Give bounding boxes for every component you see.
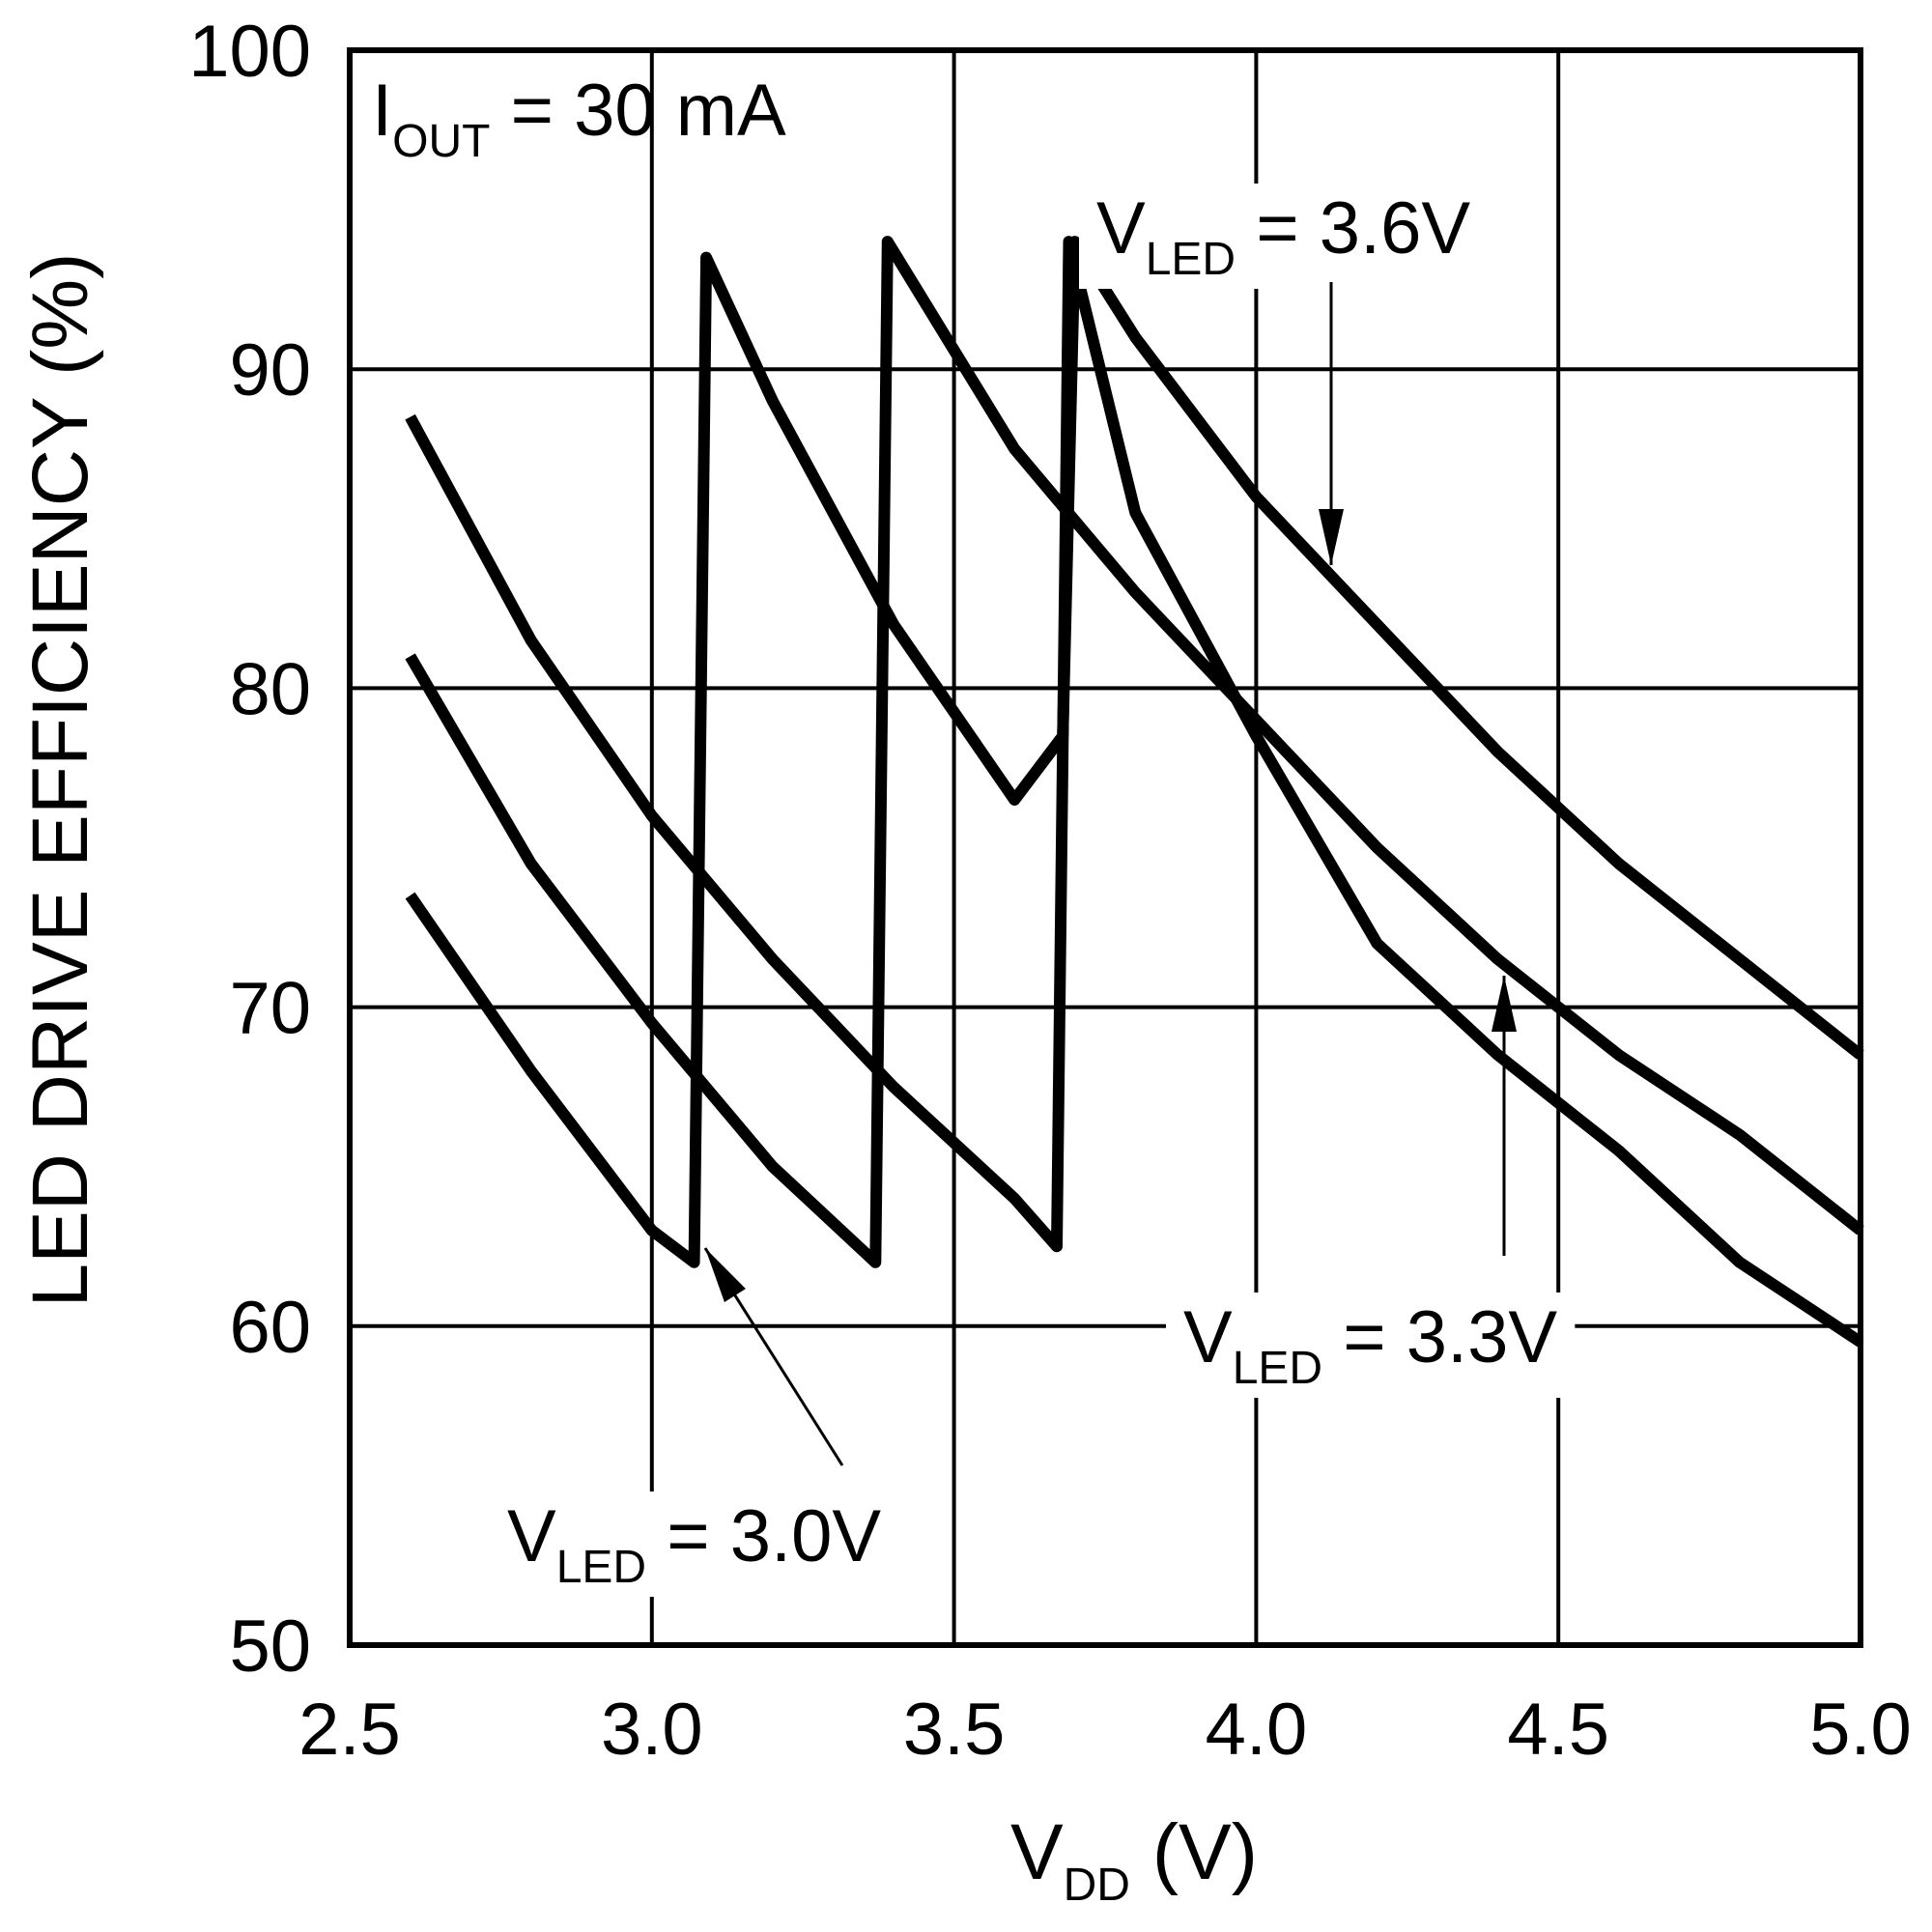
series-line-3-6v [405,236,1864,1348]
series-label-3-6v: VLED = 3.6V [1096,187,1470,285]
label-background-3-6v [1079,184,1489,289]
label-background-3-3v [1166,1293,1576,1398]
series-line-3-0v [405,236,1864,1268]
label-background-3-0v [490,1492,899,1597]
y-tick-label: 100 [188,11,311,93]
x-tick-label: 3.0 [601,1689,703,1771]
x-axis-label-main: V [1010,1808,1064,1896]
arrow-3-3v-head [1492,976,1517,1032]
series-label-3-0v-sub: LED [556,1542,646,1593]
arrow-3-6v-head [1319,509,1344,565]
series-layer [405,236,1864,1348]
series-label-3-3v-rest: = 3.3V [1322,1296,1557,1378]
series-label-3-0v-main: V [507,1495,556,1577]
y-tick-label: 70 [229,968,311,1050]
y-tick-label: 80 [229,648,311,730]
x-tick-label: 3.5 [903,1689,1006,1771]
condition-main: I [372,70,392,152]
series-line-3-3v [405,236,1864,1268]
grid-layer [350,50,1861,1645]
y-axis-label: LED DRIVE EFFICIENCY (%) [16,253,104,1308]
arrow-3-0v-head [705,1248,746,1302]
y-tick-label: 60 [229,1287,311,1369]
arrow-layer [703,282,1517,1466]
series-label-3-3v-sub: LED [1233,1343,1322,1394]
x-axis-label: VDD (V) [1010,1808,1258,1911]
series-label-3-3v-main: V [1183,1296,1233,1378]
y-tick-label: 50 [229,1605,311,1688]
x-tick-label: 4.5 [1507,1689,1609,1771]
tick-layer: 2.5 3.0 3.5 4.0 4.5 5.0 50 60 70 80 90 100 [188,11,1912,1771]
condition-annotation: IOUT = 30 mA [372,70,786,167]
x-tick-label: 4.0 [1206,1689,1308,1771]
x-tick-label: 5.0 [1809,1689,1912,1771]
condition-rest: = 30 mA [490,70,786,152]
series-label-3-3v: VLED = 3.3V [1183,1296,1557,1394]
series-label-3-0v-rest: = 3.0V [646,1495,881,1577]
series-label-3-6v-rest: = 3.6V [1236,187,1470,270]
x-tick-label: 2.5 [298,1689,401,1771]
series-label-3-0v: VLED = 3.0V [507,1495,881,1593]
series-label-3-6v-sub: LED [1146,234,1236,285]
x-axis-label-sub: DD [1064,1860,1130,1911]
condition-sub: OUT [392,116,490,167]
series-label-3-6v-main: V [1096,187,1146,270]
y-tick-label: 90 [229,329,311,412]
x-axis-label-rest: (V) [1130,1808,1258,1896]
plot-frame [347,47,1863,1648]
